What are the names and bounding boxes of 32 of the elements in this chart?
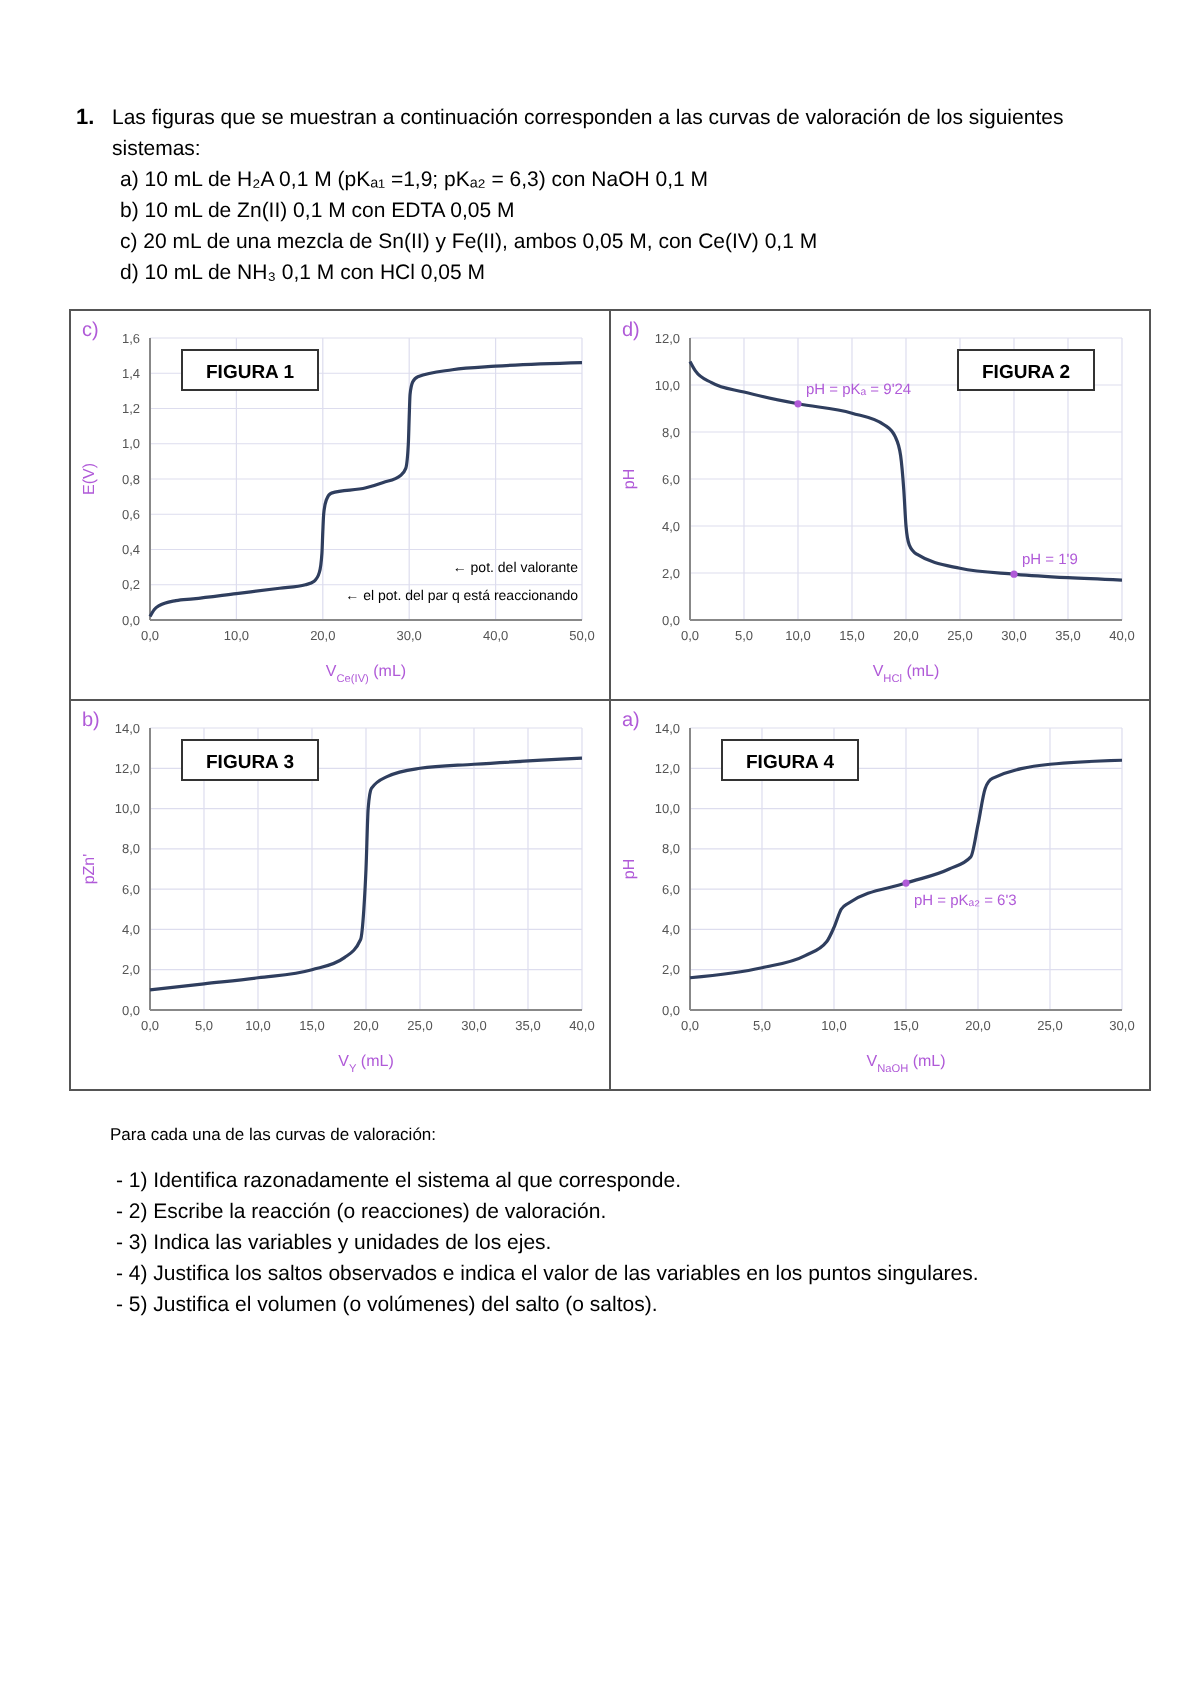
y-axis-title: pZn' — [80, 852, 98, 885]
text: c) — [82, 320, 99, 342]
y-axis-title: E(V) — [80, 462, 98, 495]
text: sistemas: — [112, 137, 201, 161]
y-axis-title: pH — [620, 468, 638, 490]
x-axis-title: V$_{Ce(IV)}$ (mL) — [325, 662, 407, 686]
text: - 5) Justifica el volumen (o volúmenes) del salto (o saltos). — [116, 1293, 658, 1317]
x-axis-title: V$_{Y}$ (mL) — [338, 1052, 395, 1076]
x-axis-title: V$_{NaOH}$ (mL) — [866, 1052, 947, 1076]
x-axis-title: V$_{HCl}$ (mL) — [872, 662, 940, 686]
text: FIGURA 2 — [982, 362, 1070, 384]
text: d) 10 mL de NH₃ 0,1 M con HCl 0,05 M — [120, 261, 485, 285]
text: Para cada una de las curvas de valoración: — [110, 1124, 437, 1144]
text: a) — [622, 710, 640, 732]
text: 1. — [76, 106, 95, 130]
text: FIGURA 3 — [206, 752, 294, 774]
text: - 2) Escribe la reacción (o reacciones) de valoración. — [116, 1200, 607, 1224]
text: b) — [82, 710, 100, 732]
text: FIGURA 1 — [206, 362, 296, 384]
text: - 1) Identifica razonadamente el sistema al que corresponde. — [116, 1169, 681, 1193]
text: c) 20 mL de una mezcla de Sn(II) y Fe(II), ambos 0,05 M, con Ce(IV) 0,1 M — [120, 230, 818, 254]
text: Las figuras que se muestran a continuación corresponden a las curvas de valoración de los siguientes — [112, 106, 1064, 130]
text: d) — [622, 320, 640, 342]
y-axis-title: pH — [620, 858, 638, 880]
line-series — [688, 758, 1124, 980]
line-series — [148, 756, 584, 992]
line-series — [688, 359, 1124, 582]
text: b) 10 mL de Zn(II) 0,1 M con EDTA 0,05 M — [120, 199, 515, 223]
text: - 3) Indica las variables y unidades de los ejes. — [116, 1231, 552, 1255]
text: FIGURA 4 — [746, 752, 836, 774]
text: a) 10 mL de H₂A 0,1 M (pKₐ₁ =1,9; pKₐ₂ = 6,3) con NaOH 0,1 M — [120, 168, 709, 192]
text: - 4) Justifica los saltos observados e indica el valor de las variables en los puntos singulares. — [116, 1262, 979, 1286]
